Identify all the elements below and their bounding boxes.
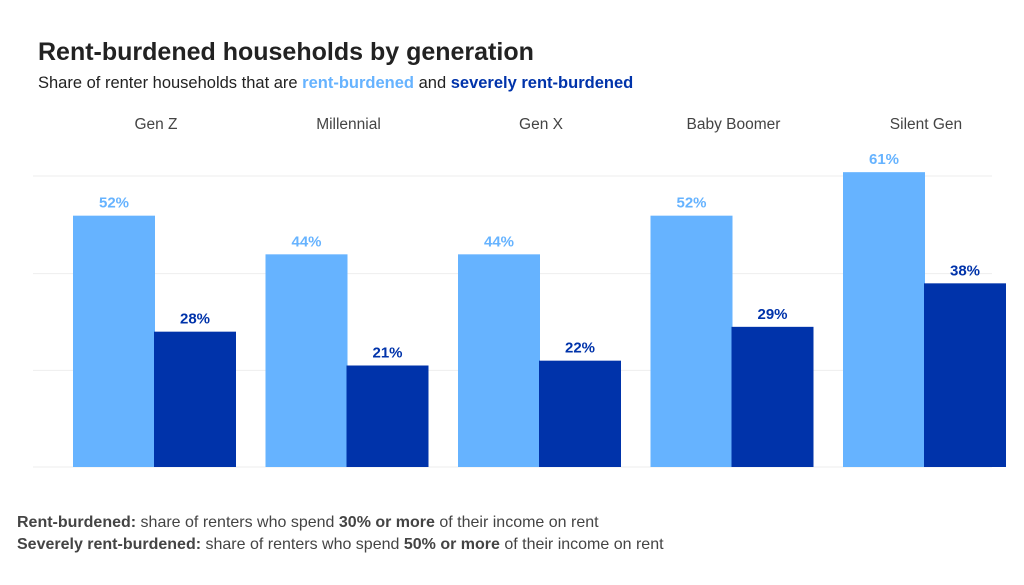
bar-rent-burdened [843, 172, 925, 467]
footnote-severely-rent-burdened: Severely rent-burdened: share of renters… [17, 534, 664, 556]
footnote-text: of their income on rent [499, 536, 664, 553]
category-label: Millennial [316, 116, 381, 133]
footnote-text: share of renters who spend [136, 514, 339, 531]
bar-severely-rent-burdened [731, 326, 814, 467]
footnote-text: share of renters who spend [201, 536, 404, 553]
bar-severely-rent-burdened [539, 360, 621, 467]
data-label-severely-rent-burdened: 22% [565, 340, 595, 357]
subtitle-prefix: Share of renter households that are [38, 74, 303, 92]
legend-severely-rent-burdened: severely rent-burdened [450, 74, 634, 92]
subtitle-conjunction: and [414, 74, 451, 92]
footnote-rent-burdened: Rent-burdened: share of renters who spen… [17, 512, 664, 534]
data-label-severely-rent-burdened: 21% [372, 345, 402, 362]
legend-rent-burdened: rent-burdened [302, 74, 415, 92]
data-label-rent-burdened: 52% [676, 195, 706, 212]
data-label-severely-rent-burdened: 38% [950, 262, 980, 279]
data-label-severely-rent-burdened: 28% [180, 311, 210, 328]
data-label-rent-burdened: 61% [869, 151, 899, 168]
bar-rent-burdened [458, 254, 540, 467]
category-label: Gen X [519, 116, 564, 133]
category-label: Silent Gen [890, 116, 962, 133]
footnote-term: Severely rent-burdened: [17, 536, 202, 553]
data-label-rent-burdened: 44% [291, 233, 321, 250]
footnote-text: of their income on rent [434, 514, 599, 531]
chart-title: Rent-burdened households by generation [38, 38, 534, 66]
bar-severely-rent-burdened [346, 365, 429, 467]
bar-chart: Gen Z 52% 28% Millennial 44% 21% Gen X 44% 22% Ba… [33, 116, 1006, 468]
data-label-severely-rent-burdened: 29% [757, 306, 787, 323]
data-label-rent-burdened: 44% [484, 233, 514, 250]
bar-rent-burdened [73, 215, 155, 467]
footnotes: Rent-burdened: share of renters who spen… [17, 512, 664, 556]
bar-severely-rent-burdened [924, 283, 1006, 467]
category-label: Gen Z [134, 116, 177, 133]
footnote-term: Rent-burdened: [17, 514, 137, 531]
data-label-rent-burdened: 52% [99, 195, 129, 212]
bar-rent-burdened [650, 215, 733, 467]
bar-rent-burdened [265, 254, 348, 467]
category-label: Baby Boomer [687, 116, 781, 133]
footnote-threshold: 30% or more [338, 514, 435, 531]
footnote-threshold: 50% or more [403, 536, 500, 553]
chart-subtitle: Share of renter households that are rent… [38, 74, 633, 93]
bar-severely-rent-burdened [154, 331, 236, 467]
